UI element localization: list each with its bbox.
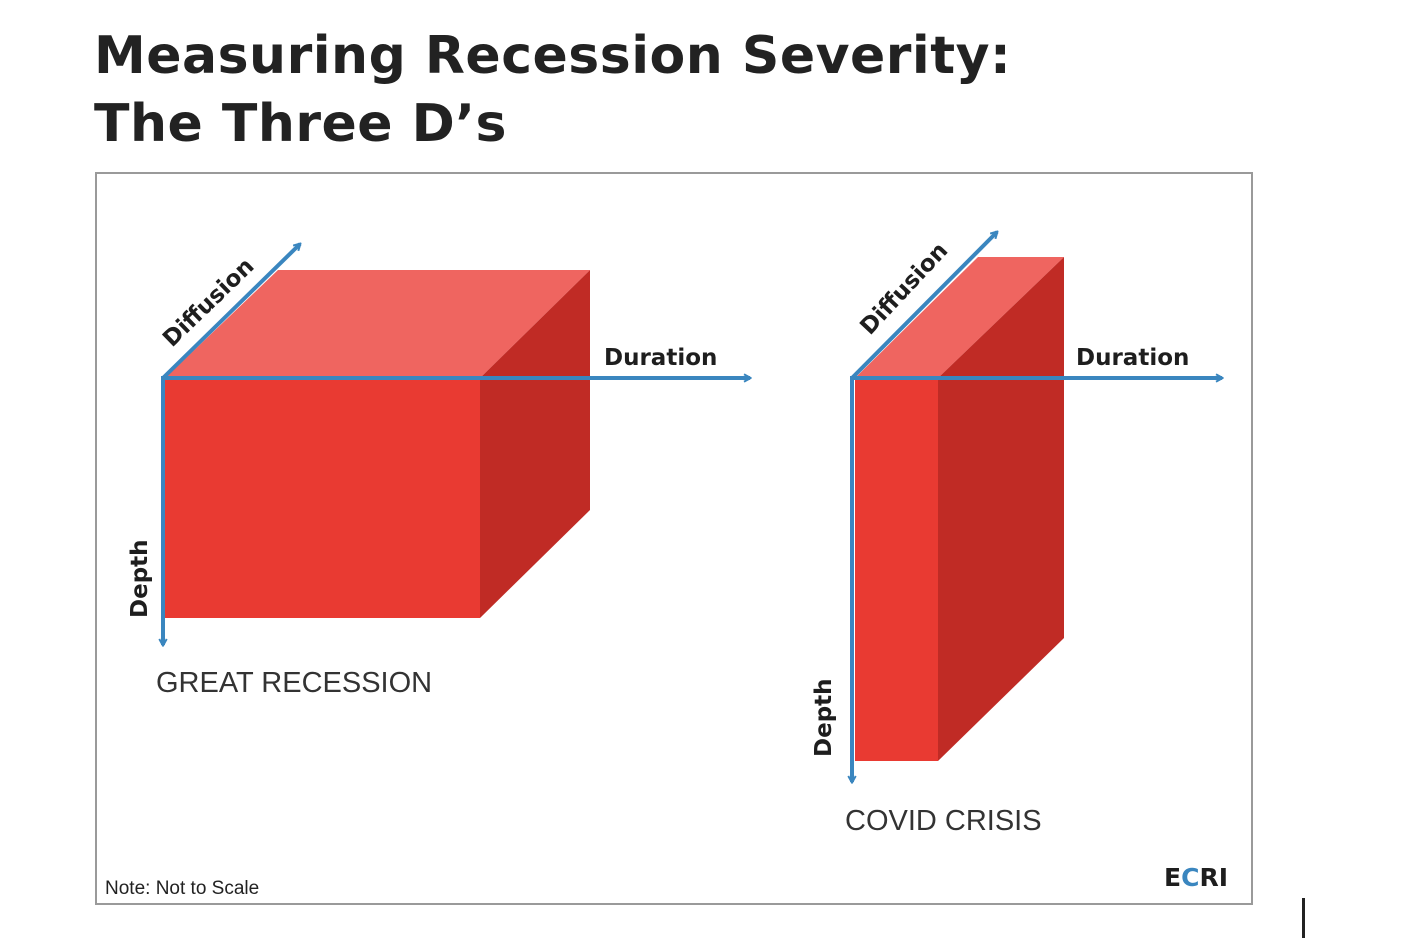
great-recession-duration-label: Duration — [604, 345, 717, 371]
great-recession-front-face — [165, 378, 480, 618]
covid-crisis-depth-label: Depth — [811, 678, 837, 757]
logo-letter-e: E — [1164, 863, 1181, 892]
great-recession-depth-label: Depth — [127, 539, 153, 618]
title-line-1: Measuring Recession Severity: — [94, 26, 1012, 86]
great-recession-top-face — [165, 270, 590, 378]
covid-crisis-front-face — [855, 378, 938, 761]
logo-letter-c: C — [1181, 863, 1199, 892]
covid-crisis-diagram: Diffusion Duration Depth COVID CRISIS — [811, 232, 1222, 837]
great-recession-side-face — [480, 270, 590, 618]
covid-crisis-side-face — [938, 257, 1064, 761]
covid-crisis-top-face — [855, 257, 1064, 378]
scale-note: Note: Not to Scale — [105, 878, 259, 899]
logo-letters-ri: RI — [1199, 863, 1228, 892]
covid-crisis-duration-label: Duration — [1076, 345, 1189, 371]
great-recession-diffusion-arrow — [161, 244, 300, 380]
title-line-2: The Three D’s — [94, 94, 508, 154]
great-recession-diagram: Diffusion Duration Depth GREAT RECESSION — [127, 244, 750, 699]
covid-crisis-diffusion-arrow — [850, 232, 997, 380]
great-recession-label: GREAT RECESSION — [156, 667, 432, 699]
covid-crisis-label: COVID CRISIS — [845, 805, 1042, 837]
ecri-logo: ECRI — [1164, 863, 1228, 892]
text-cursor-bar — [1302, 898, 1305, 938]
